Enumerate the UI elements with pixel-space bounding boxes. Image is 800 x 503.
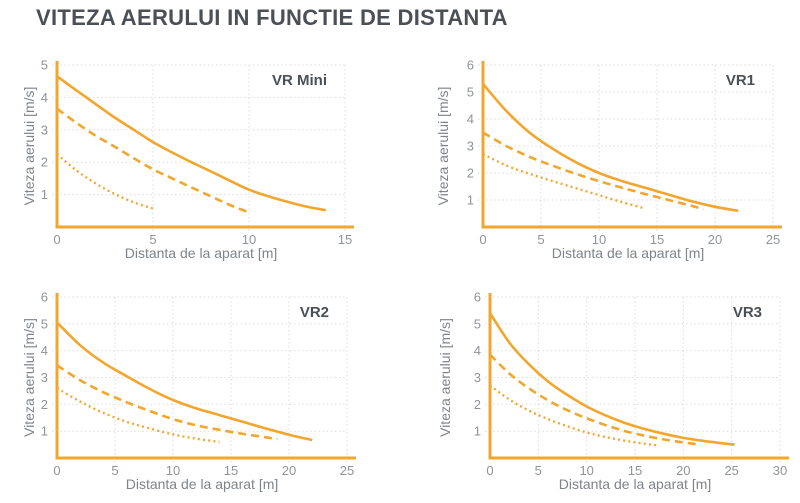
x-axis-title: Distanta de la aparat [m] bbox=[125, 245, 278, 261]
chart-canvas: 1 2 3 4 5 6 0 5 10 15 20 25 30 Distanta de la aparat … bbox=[437, 290, 789, 492]
x-axis-title: Distanta de la aparat [m] bbox=[552, 245, 705, 261]
y-tick-label: 1 bbox=[467, 193, 474, 208]
chart-name-label: VR3 bbox=[733, 304, 762, 321]
series-dotted bbox=[489, 384, 658, 447]
chart-canvas: 1 2 3 4 5 6 0 5 10 15 20 25 Distanta de la aparat [m… bbox=[21, 290, 356, 492]
x-tick-label: 5 bbox=[149, 232, 156, 247]
x-tick-label: 15 bbox=[650, 232, 664, 247]
page-title: VITEZA AERULUI IN FUNCTIE DE DISTANTA bbox=[36, 5, 508, 30]
chart-name-label: VR Mini bbox=[272, 72, 327, 89]
y-tick-label: 6 bbox=[467, 58, 474, 73]
x-tick-label: 25 bbox=[724, 463, 738, 478]
series-dotted bbox=[482, 153, 646, 210]
series-solid bbox=[56, 321, 313, 442]
y-tick-label: 3 bbox=[41, 122, 48, 137]
chart-vr-mini: 1 2 3 4 5 0 5 10 15 Distanta de la aparat [m] Vite… bbox=[20, 44, 400, 268]
chart-name-label: VR2 bbox=[300, 304, 329, 321]
x-tick-label: 0 bbox=[486, 463, 493, 478]
series-solid bbox=[56, 75, 327, 212]
x-tick-label: 0 bbox=[53, 232, 60, 247]
x-tick-label: 5 bbox=[535, 463, 542, 478]
x-tick-label: 20 bbox=[676, 463, 690, 478]
series-dashed bbox=[56, 364, 278, 441]
y-tick-label: 3 bbox=[41, 370, 48, 385]
chart-vr1: 1 2 3 4 5 6 0 5 10 15 20 25 Distanta de la aparat [m… bbox=[418, 44, 798, 268]
x-tick-label: 20 bbox=[708, 232, 722, 247]
y-tick-label: 4 bbox=[474, 343, 481, 358]
y-tick-label: 1 bbox=[41, 187, 48, 202]
y-tick-label: 4 bbox=[41, 90, 48, 105]
y-tick-label: 6 bbox=[41, 290, 48, 305]
y-axis-title: Viteza aerului [m/s] bbox=[435, 87, 451, 206]
chart-vr2: 1 2 3 4 5 6 0 5 10 15 20 25 Distanta de la aparat [m… bbox=[20, 276, 400, 500]
y-axis-title: Viteza aerului [m/s] bbox=[21, 87, 37, 206]
series-dashed bbox=[56, 107, 250, 214]
series-dashed bbox=[489, 353, 700, 446]
y-tick-label: 5 bbox=[41, 58, 48, 73]
y-tick-label: 5 bbox=[474, 316, 481, 331]
y-tick-label: 3 bbox=[467, 139, 474, 154]
series-solid bbox=[488, 312, 735, 446]
x-axis-title: Distanta de la aparat [m] bbox=[126, 476, 279, 492]
x-tick-label: 5 bbox=[111, 463, 118, 478]
y-tick-label: 2 bbox=[467, 166, 474, 181]
y-axis-title: Viteza aerului [m/s] bbox=[437, 318, 453, 437]
x-tick-label: 20 bbox=[282, 463, 296, 478]
x-tick-label: 10 bbox=[166, 463, 180, 478]
y-tick-label: 1 bbox=[41, 424, 48, 439]
y-tick-label: 4 bbox=[467, 112, 474, 127]
x-tick-label: 30 bbox=[773, 463, 787, 478]
x-tick-label: 10 bbox=[242, 232, 256, 247]
series-dotted bbox=[56, 387, 220, 444]
x-tick-label: 5 bbox=[537, 232, 544, 247]
y-tick-label: 3 bbox=[474, 370, 481, 385]
y-axis-title: Viteza aerului [m/s] bbox=[21, 318, 37, 437]
chart-canvas: 1 2 3 4 5 6 0 5 10 15 20 25 Distanta de la aparat [m… bbox=[435, 58, 782, 261]
chart-name-label: VR1 bbox=[726, 72, 755, 89]
x-tick-label: 25 bbox=[340, 463, 354, 478]
series-solid bbox=[482, 83, 739, 213]
y-tick-label: 2 bbox=[474, 397, 481, 412]
y-tick-label: 2 bbox=[41, 155, 48, 170]
y-tick-label: 6 bbox=[474, 290, 481, 305]
series-dashed bbox=[482, 131, 704, 211]
x-tick-label: 15 bbox=[338, 232, 352, 247]
chart-canvas: 1 2 3 4 5 0 5 10 15 Distanta de la aparat [m] Vite… bbox=[21, 58, 354, 261]
y-tick-label: 1 bbox=[474, 424, 481, 439]
x-axis-title: Distanta de la aparat [m] bbox=[559, 476, 712, 492]
y-tick-label: 4 bbox=[41, 343, 48, 358]
chart-vr3: 1 2 3 4 5 6 0 5 10 15 20 25 30 Distanta de la aparat … bbox=[418, 276, 798, 500]
x-tick-label: 0 bbox=[479, 232, 486, 247]
x-tick-label: 10 bbox=[592, 232, 606, 247]
y-tick-label: 2 bbox=[41, 397, 48, 412]
y-tick-label: 5 bbox=[467, 85, 474, 100]
x-tick-label: 25 bbox=[766, 232, 780, 247]
x-tick-label: 15 bbox=[628, 463, 642, 478]
x-tick-label: 10 bbox=[579, 463, 593, 478]
x-tick-label: 0 bbox=[53, 463, 60, 478]
y-tick-label: 5 bbox=[41, 316, 48, 331]
x-tick-label: 15 bbox=[224, 463, 238, 478]
